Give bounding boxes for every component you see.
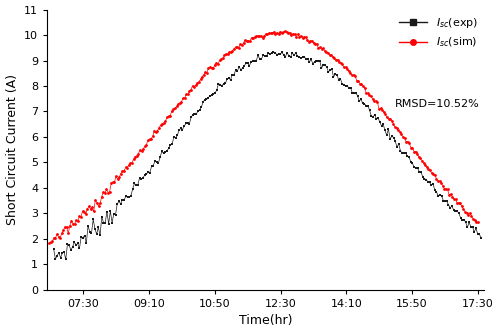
Text: RMSD=10.52%: RMSD=10.52% xyxy=(396,99,480,109)
Y-axis label: Short Circuit Current (A): Short Circuit Current (A) xyxy=(6,74,18,225)
Legend: $I_{sc}$(exp), $I_{sc}$(sim): $I_{sc}$(exp), $I_{sc}$(sim) xyxy=(394,12,482,54)
X-axis label: Time(hr): Time(hr) xyxy=(239,314,292,327)
